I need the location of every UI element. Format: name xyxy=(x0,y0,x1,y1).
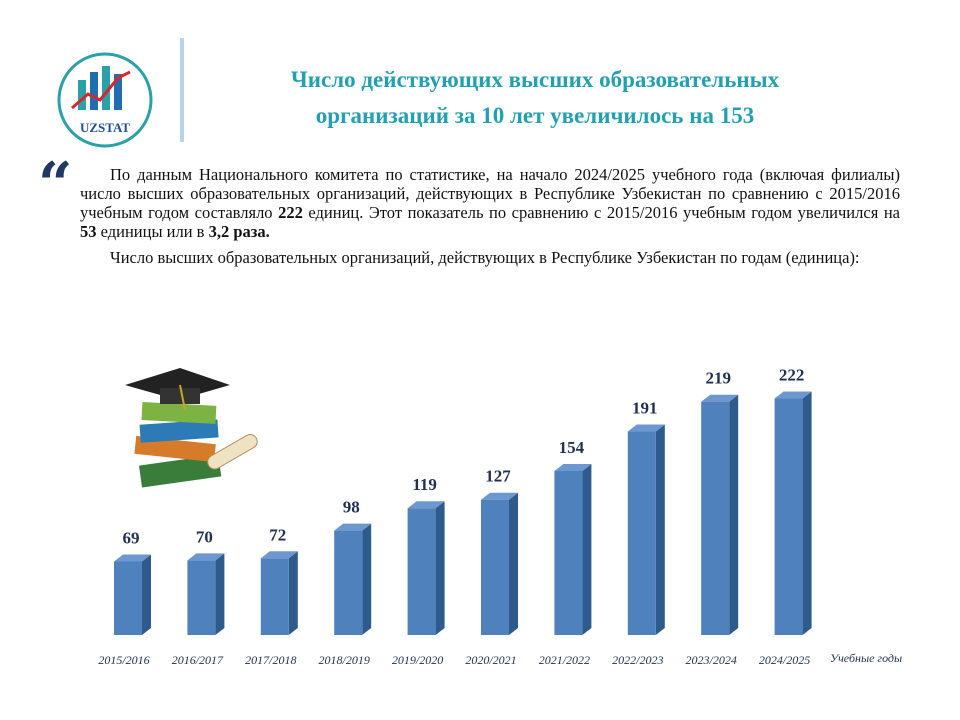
text-run: По данным Национального комитета по стат… xyxy=(80,165,900,222)
title: Число действующих высших образовательных… xyxy=(200,62,870,134)
bar-side xyxy=(582,463,592,635)
x-tick-label: 2018/2019 xyxy=(319,653,370,667)
bar-side xyxy=(435,501,445,635)
value-label: 191 xyxy=(632,399,658,418)
text-run: единиц. Этот показатель по сравнению с 2… xyxy=(302,203,900,222)
x-tick-label: 2019/2020 xyxy=(392,653,443,667)
x-tick-label: 2023/2024 xyxy=(686,653,737,667)
bar-side xyxy=(509,492,518,635)
value-label: 72 xyxy=(269,525,286,544)
title-line: Число действующих высших образовательных xyxy=(290,67,780,92)
bar-side xyxy=(362,523,372,635)
value-label: 70 xyxy=(196,527,213,546)
text-run: 53 xyxy=(80,222,97,241)
bar-side xyxy=(655,424,665,635)
bar xyxy=(627,431,656,635)
title-line: организаций за 10 лет увеличилось на 153 xyxy=(315,103,755,128)
quote-mark: “ xyxy=(38,150,73,220)
bar-side xyxy=(802,391,812,635)
x-tick-label: 2016/2017 xyxy=(172,653,224,667)
bar-side xyxy=(288,551,298,635)
body-text: По данным Национального комитета по стат… xyxy=(80,165,900,274)
bar-top xyxy=(407,501,445,509)
value-label: 69 xyxy=(123,529,140,548)
bar xyxy=(554,470,583,635)
bar-side xyxy=(729,394,739,635)
bar-top xyxy=(554,463,592,471)
bar-top xyxy=(774,391,812,399)
text-run: Число высших образовательных организаций… xyxy=(110,248,860,267)
books-illustration xyxy=(125,368,258,488)
bar xyxy=(334,530,363,635)
x-tick-label: 2015/2016 xyxy=(98,653,149,667)
paragraph: Число высших образовательных организаций… xyxy=(80,248,900,267)
bar xyxy=(774,398,803,635)
logo-text: UZSTAT xyxy=(80,120,130,135)
x-tick-label: 2021/2022 xyxy=(539,653,590,667)
bar-top xyxy=(627,424,665,432)
x-tick-label: 2024/2025 xyxy=(759,653,810,667)
bar xyxy=(407,508,436,635)
bar-side xyxy=(142,554,151,635)
x-tick-label: 2017/2018 xyxy=(245,653,296,667)
paragraph: По данным Национального комитета по стат… xyxy=(80,165,900,241)
bar-top xyxy=(481,492,518,500)
bar xyxy=(114,561,142,635)
text-run: единицы или в xyxy=(96,222,209,241)
value-label: 219 xyxy=(705,369,731,388)
value-label: 222 xyxy=(779,366,805,385)
value-label: 154 xyxy=(559,438,585,457)
bar-side xyxy=(215,553,225,635)
logo: UZSTAT xyxy=(57,52,153,148)
x-axis-label: Учебные годы xyxy=(830,651,902,665)
x-tick-label: 2020/2021 xyxy=(465,653,516,667)
text-run: 3,2 раза. xyxy=(208,222,270,241)
bar-top xyxy=(187,553,225,561)
bar-top xyxy=(260,551,298,559)
value-label: 127 xyxy=(485,467,511,486)
bar xyxy=(260,558,289,635)
bar xyxy=(701,401,730,635)
bar-top xyxy=(334,523,372,531)
bar xyxy=(187,560,216,635)
value-label: 119 xyxy=(412,475,437,494)
bar-top xyxy=(701,394,739,402)
value-label: 98 xyxy=(343,498,360,517)
x-tick-label: 2022/2023 xyxy=(612,653,663,667)
text-run: 222 xyxy=(278,203,303,222)
divider xyxy=(180,38,184,142)
bar xyxy=(481,499,509,635)
bar-top xyxy=(114,554,151,562)
